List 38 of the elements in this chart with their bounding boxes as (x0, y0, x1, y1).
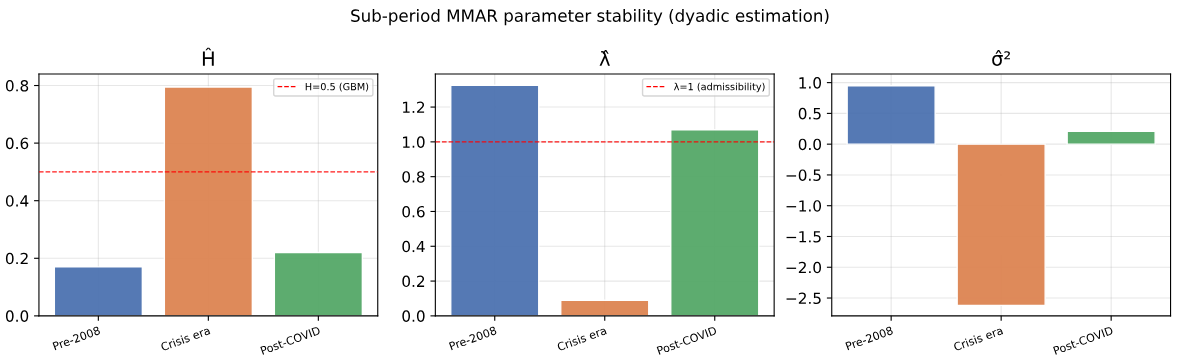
chart-title: σ̂² (992, 50, 1010, 66)
y-tick-label: −1.0 (786, 200, 822, 212)
bar (846, 85, 936, 145)
y-tick-label: −1.5 (786, 231, 821, 243)
y-tick-label: 0.0 (798, 138, 822, 151)
y-tick-label: 0.4 (402, 240, 425, 253)
bar (450, 84, 540, 316)
bar (53, 266, 144, 316)
bar (163, 86, 254, 316)
y-tick-label: −2.0 (786, 261, 822, 274)
y-tick-label: −0.5 (786, 169, 821, 181)
y-tick-label: 0.8 (5, 79, 29, 92)
legend-label: λ=1 (admissibility) (673, 82, 765, 93)
bar (956, 143, 1046, 307)
legend-label: H=0.5 (GBM) (305, 82, 369, 92)
x-tick-label: Crisis era (556, 325, 607, 352)
y-tick-label: 0.4 (5, 195, 29, 207)
y-tick-label: 1.0 (403, 136, 425, 148)
bar (670, 128, 760, 316)
chart-title: Ĥ (202, 47, 214, 66)
y-tick-label: 0.0 (402, 310, 425, 322)
chart-title: λ̂ (599, 50, 610, 66)
y-tick-label: −2.5 (786, 292, 821, 305)
y-tick-label: 1.2 (403, 101, 425, 113)
x-tick-label: Crisis era (953, 325, 1004, 352)
bar (273, 251, 364, 316)
y-tick-label: 0.6 (5, 137, 29, 150)
y-tick-label: 0.8 (402, 171, 425, 183)
y-tick-label: 0.5 (798, 107, 821, 120)
y-tick-label: 0.0 (5, 310, 29, 322)
x-tick-label: Crisis era (160, 325, 211, 352)
y-tick-label: 0.6 (402, 205, 425, 218)
y-tick-label: 1.0 (799, 77, 822, 89)
text: Sub-period MMAR parameter stability (dyadic estimation) (351, 9, 829, 26)
bar (1066, 130, 1156, 145)
bar (560, 299, 650, 316)
y-tick-label: 0.2 (402, 275, 425, 288)
y-tick-label: 0.2 (5, 252, 28, 265)
